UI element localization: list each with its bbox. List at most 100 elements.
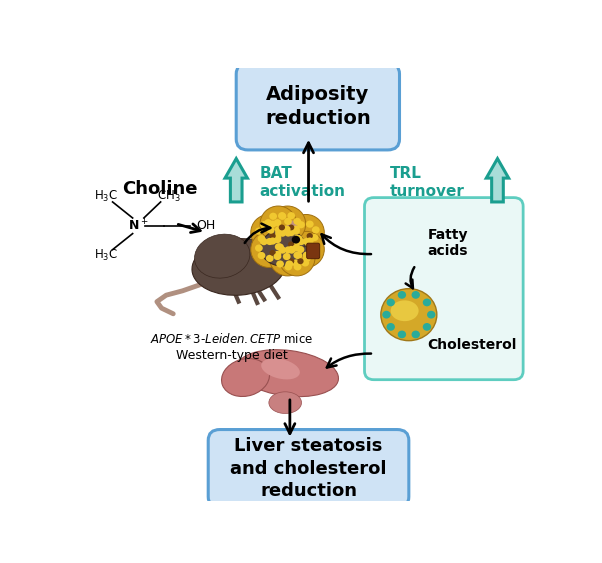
Circle shape	[295, 252, 303, 259]
Ellipse shape	[300, 246, 314, 256]
Circle shape	[255, 244, 263, 252]
Circle shape	[306, 238, 314, 245]
Circle shape	[293, 235, 301, 242]
Circle shape	[283, 253, 291, 260]
Circle shape	[412, 330, 420, 338]
FancyBboxPatch shape	[236, 63, 400, 150]
Ellipse shape	[391, 300, 418, 321]
Circle shape	[288, 247, 296, 254]
FancyBboxPatch shape	[208, 430, 409, 508]
Circle shape	[427, 311, 435, 319]
Circle shape	[287, 229, 295, 236]
Circle shape	[293, 218, 301, 225]
Circle shape	[288, 258, 294, 264]
Circle shape	[279, 247, 287, 254]
Circle shape	[303, 238, 311, 245]
Circle shape	[287, 212, 295, 220]
Circle shape	[423, 298, 431, 306]
Ellipse shape	[288, 231, 324, 267]
Ellipse shape	[251, 231, 287, 267]
Text: H$_3$C: H$_3$C	[95, 248, 119, 263]
Text: Adiposity
reduction: Adiposity reduction	[265, 86, 371, 128]
Circle shape	[273, 219, 281, 226]
Circle shape	[311, 251, 318, 258]
Circle shape	[412, 291, 420, 299]
Circle shape	[284, 218, 292, 225]
Text: Western-type diet: Western-type diet	[176, 350, 287, 363]
Text: OH: OH	[197, 220, 216, 233]
Circle shape	[260, 221, 268, 229]
Circle shape	[270, 233, 276, 239]
Circle shape	[273, 251, 281, 258]
Circle shape	[306, 221, 314, 228]
Circle shape	[297, 221, 305, 229]
Circle shape	[287, 246, 295, 253]
Circle shape	[288, 225, 294, 230]
Circle shape	[292, 227, 300, 235]
Text: N$^+$: N$^+$	[128, 218, 149, 234]
Circle shape	[292, 236, 300, 244]
Circle shape	[267, 226, 275, 234]
Text: Liver steatosis
and cholesterol
reduction: Liver steatosis and cholesterol reductio…	[231, 437, 386, 500]
Circle shape	[269, 238, 276, 245]
Circle shape	[260, 238, 268, 245]
Circle shape	[275, 229, 283, 236]
Circle shape	[273, 236, 281, 243]
Text: Choline: Choline	[122, 180, 197, 198]
Circle shape	[266, 238, 274, 245]
Circle shape	[381, 289, 437, 341]
Circle shape	[386, 298, 395, 306]
Circle shape	[303, 255, 311, 262]
Text: Fatty
acids: Fatty acids	[427, 228, 468, 258]
Circle shape	[258, 252, 265, 259]
Circle shape	[275, 243, 282, 251]
Circle shape	[279, 213, 287, 220]
Circle shape	[276, 226, 284, 234]
Circle shape	[302, 260, 309, 266]
Circle shape	[303, 252, 311, 259]
Circle shape	[294, 263, 302, 270]
Circle shape	[306, 250, 313, 256]
Circle shape	[279, 225, 285, 230]
Ellipse shape	[261, 358, 300, 379]
Polygon shape	[486, 159, 509, 202]
Ellipse shape	[269, 206, 306, 242]
Circle shape	[312, 226, 320, 234]
Circle shape	[423, 323, 431, 331]
Circle shape	[264, 219, 272, 226]
Circle shape	[297, 238, 305, 245]
Circle shape	[297, 258, 303, 264]
Text: H$_3$C: H$_3$C	[95, 189, 119, 204]
Circle shape	[297, 246, 305, 253]
Circle shape	[292, 243, 300, 249]
Circle shape	[255, 227, 263, 235]
Ellipse shape	[194, 234, 250, 278]
Circle shape	[258, 235, 265, 242]
Text: BAT
activation: BAT activation	[259, 166, 346, 199]
Circle shape	[295, 235, 303, 242]
Text: $\it{APOE*3\text{-}Leiden.CETP}$ mice: $\it{APOE*3\text{-}Leiden.CETP}$ mice	[150, 332, 313, 346]
Circle shape	[266, 255, 274, 262]
FancyBboxPatch shape	[365, 198, 523, 379]
Ellipse shape	[287, 221, 298, 233]
Circle shape	[278, 212, 286, 220]
Ellipse shape	[269, 392, 302, 413]
Circle shape	[269, 221, 276, 228]
Circle shape	[270, 250, 276, 256]
Ellipse shape	[260, 206, 296, 242]
Circle shape	[292, 260, 300, 266]
Circle shape	[279, 230, 287, 237]
Ellipse shape	[269, 240, 306, 276]
Circle shape	[293, 252, 301, 259]
Ellipse shape	[261, 229, 305, 266]
FancyBboxPatch shape	[306, 243, 320, 259]
Circle shape	[288, 242, 294, 247]
Circle shape	[382, 311, 391, 319]
Circle shape	[312, 243, 320, 251]
Circle shape	[273, 234, 281, 241]
Circle shape	[306, 233, 313, 239]
Ellipse shape	[283, 217, 302, 236]
Ellipse shape	[251, 215, 287, 251]
Circle shape	[275, 226, 282, 234]
Text: Cholesterol: Cholesterol	[427, 338, 517, 352]
